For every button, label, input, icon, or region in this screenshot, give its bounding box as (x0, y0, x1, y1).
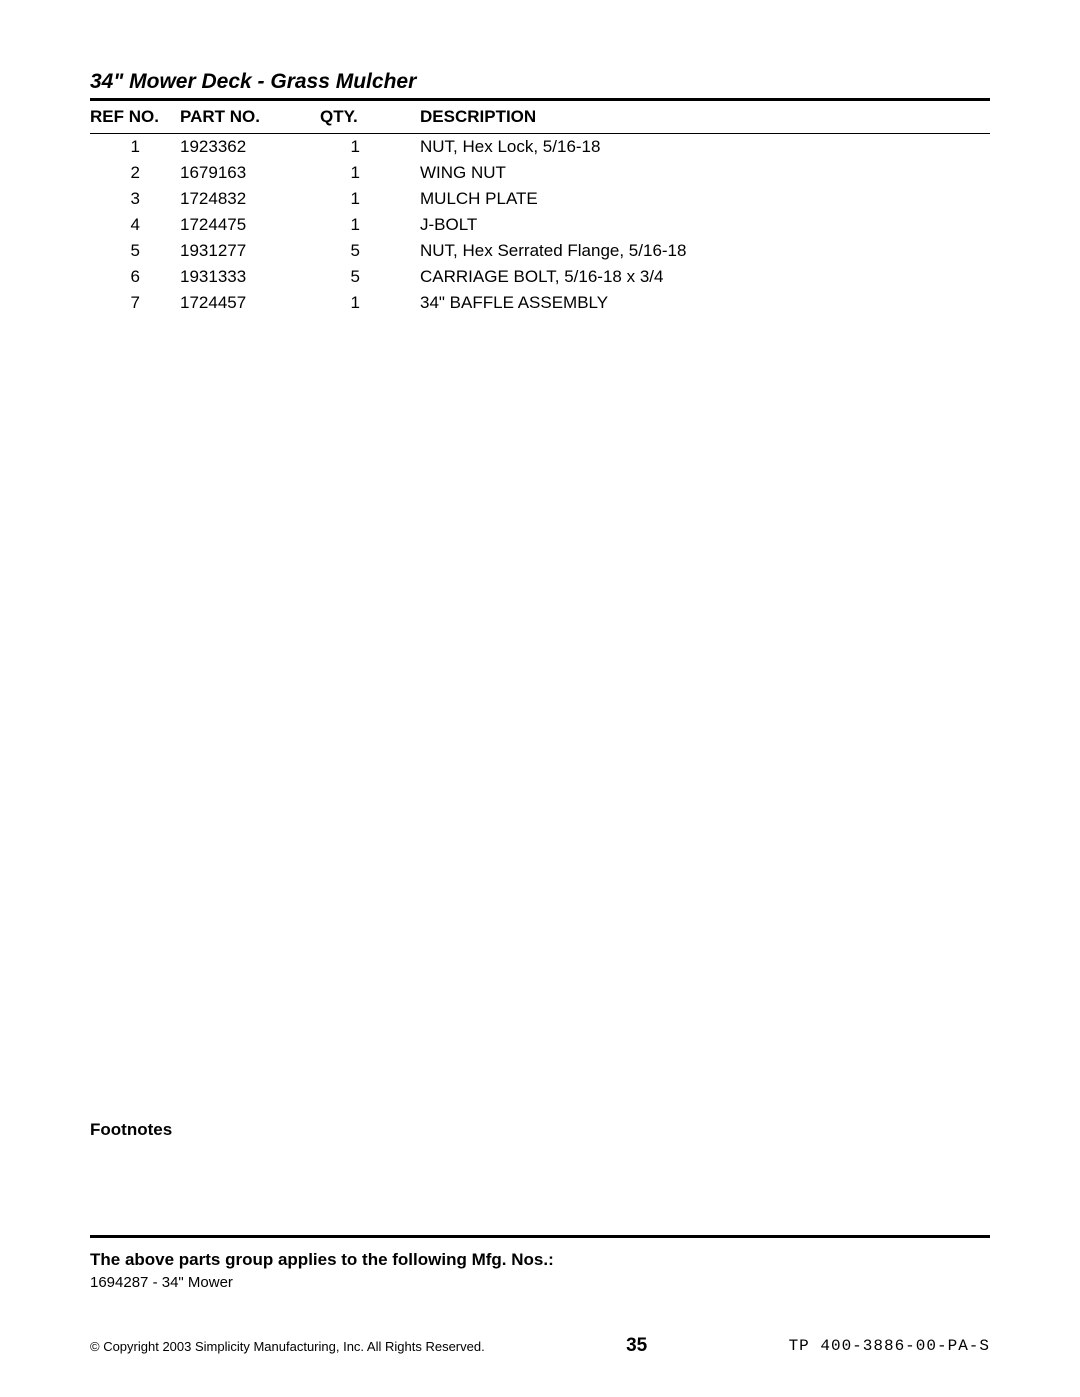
cell-ref: 7 (90, 290, 180, 316)
cell-ref: 1 (90, 134, 180, 161)
mfg-heading: The above parts group applies to the fol… (90, 1250, 990, 1270)
cell-qty: 5 (320, 238, 420, 264)
col-header-part: Part No. (180, 101, 320, 134)
cell-qty: 1 (320, 186, 420, 212)
col-header-qty: Qty. (320, 101, 420, 134)
page-footer: © Copyright 2003 Simplicity Manufacturin… (90, 1335, 990, 1357)
mfg-item: 1694287 - 34" Mower (90, 1274, 990, 1291)
cell-desc: MULCH PLATE (420, 186, 990, 212)
document-code: TP 400-3886-00-PA-S (789, 1337, 990, 1355)
cell-ref: 2 (90, 160, 180, 186)
cell-ref: 6 (90, 264, 180, 290)
table-header-row: Ref No. Part No. Qty. Description (90, 101, 990, 134)
cell-qty: 5 (320, 264, 420, 290)
parts-table: Ref No. Part No. Qty. Description 119233… (90, 101, 990, 316)
cell-part: 1931333 (180, 264, 320, 290)
cell-qty: 1 (320, 160, 420, 186)
cell-ref: 4 (90, 212, 180, 238)
table-row: 71724457134" BAFFLE ASSEMBLY (90, 290, 990, 316)
cell-part: 1923362 (180, 134, 320, 161)
cell-qty: 1 (320, 212, 420, 238)
cell-qty: 1 (320, 134, 420, 161)
table-body: 119233621NUT, Hex Lock, 5/16-18216791631… (90, 134, 990, 317)
cell-desc: WING NUT (420, 160, 990, 186)
cell-desc: CARRIAGE BOLT, 5/16-18 x 3/4 (420, 264, 990, 290)
cell-qty: 1 (320, 290, 420, 316)
copyright-text: © Copyright 2003 Simplicity Manufacturin… (90, 1339, 485, 1354)
cell-part: 1724457 (180, 290, 320, 316)
table-row: 317248321MULCH PLATE (90, 186, 990, 212)
cell-desc: NUT, Hex Serrated Flange, 5/16-18 (420, 238, 990, 264)
table-row: 519312775NUT, Hex Serrated Flange, 5/16-… (90, 238, 990, 264)
table-row: 619313335CARRIAGE BOLT, 5/16-18 x 3/4 (90, 264, 990, 290)
cell-part: 1679163 (180, 160, 320, 186)
cell-desc: NUT, Hex Lock, 5/16-18 (420, 134, 990, 161)
footnotes-heading: Footnotes (90, 1120, 172, 1140)
cell-ref: 3 (90, 186, 180, 212)
table-row: 119233621NUT, Hex Lock, 5/16-18 (90, 134, 990, 161)
cell-desc: J-BOLT (420, 212, 990, 238)
cell-part: 1724475 (180, 212, 320, 238)
cell-part: 1724832 (180, 186, 320, 212)
cell-part: 1931277 (180, 238, 320, 264)
cell-ref: 5 (90, 238, 180, 264)
page-title: 34" Mower Deck - Grass Mulcher (90, 70, 990, 101)
col-header-ref: Ref No. (90, 101, 180, 134)
mfg-section: The above parts group applies to the fol… (90, 1235, 990, 1291)
table-row: 417244751J-BOLT (90, 212, 990, 238)
col-header-desc: Description (420, 101, 990, 134)
cell-desc: 34" BAFFLE ASSEMBLY (420, 290, 990, 316)
page-number: 35 (626, 1335, 647, 1357)
footnotes-section: Footnotes (90, 1120, 172, 1140)
table-row: 216791631WING NUT (90, 160, 990, 186)
